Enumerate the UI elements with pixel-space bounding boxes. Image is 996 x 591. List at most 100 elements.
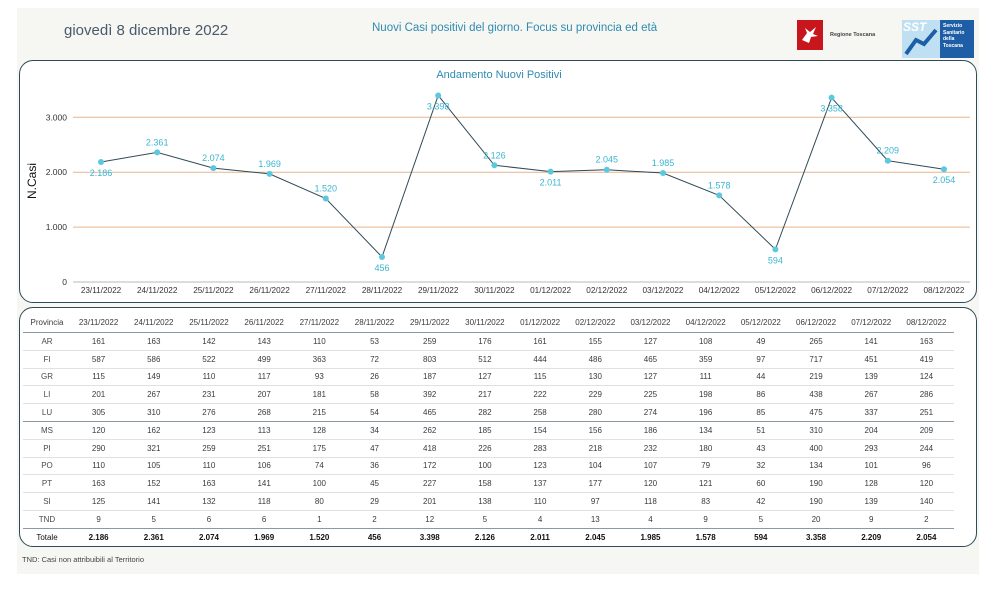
data-point: [210, 165, 217, 172]
value-cell: 45: [346, 474, 403, 494]
value-cell: 156: [567, 421, 623, 440]
data-label: 2.361: [146, 137, 169, 147]
value-cell: 110: [71, 457, 127, 476]
value-cell: 58: [346, 385, 403, 405]
value-cell: 128: [843, 474, 899, 494]
value-cell: 486: [567, 350, 623, 369]
data-point: [941, 166, 947, 173]
column-header: 08/12/2022: [898, 313, 954, 333]
column-header: 03/12/2022: [622, 313, 679, 333]
sst-logo: SST Servizio Sanitario della Toscana: [902, 20, 974, 58]
regione-toscana-text: Regione Toscana: [830, 32, 876, 38]
data-point: [660, 170, 666, 177]
value-cell: 111: [678, 368, 734, 387]
sst-line: Sanitario: [943, 29, 965, 36]
value-cell: 80: [291, 492, 347, 511]
report-subtitle: Nuovi Casi positivi del giorno. Focus su…: [372, 22, 658, 34]
y-tick-label: 1.000: [46, 222, 68, 232]
column-header: 02/12/2022: [567, 313, 623, 333]
total-value-cell: 456: [367, 532, 382, 542]
value-cell: 54: [346, 403, 403, 422]
data-point: [716, 192, 723, 199]
x-tick-label: 01/12/2022: [530, 286, 571, 295]
value-cell: 86: [733, 385, 789, 405]
value-cell: 152: [126, 474, 182, 494]
footnote: TND: Casi non attribuibili al Territorio: [22, 555, 144, 564]
total-label-cell: Totale: [36, 532, 58, 542]
value-cell: 293: [843, 439, 899, 458]
value-cell: 392: [402, 385, 458, 405]
x-tick-label: 08/12/2022: [924, 286, 965, 295]
value-cell: 209: [898, 421, 954, 440]
pegasus-icon: [797, 20, 823, 50]
value-cell: 6: [181, 510, 237, 529]
y-tick-label: 3.000: [46, 112, 68, 122]
value-cell: 96: [898, 457, 954, 476]
value-cell: 180: [678, 439, 734, 458]
value-cell: 163: [126, 332, 182, 351]
value-cell: 283: [512, 439, 568, 458]
total-value-cell: 2.186: [88, 532, 109, 542]
value-cell: 451: [843, 350, 899, 369]
province-cell: TND: [23, 510, 71, 529]
value-cell: 444: [512, 350, 568, 369]
value-cell: 4: [622, 510, 679, 529]
column-header: 24/11/2022: [126, 313, 182, 333]
value-cell: 161: [71, 332, 127, 351]
data-label: 2.074: [202, 153, 225, 163]
data-label: 2.186: [90, 168, 113, 178]
data-point: [98, 158, 104, 165]
value-cell: 125: [71, 492, 127, 511]
table-panel: Provincia 23/11/2022 24/11/2022 25/11/2022 2…: [19, 307, 977, 547]
province-cell: LI: [23, 385, 71, 405]
province-cell: FI: [23, 350, 71, 369]
value-cell: 127: [622, 368, 679, 387]
value-cell: 276: [181, 403, 237, 422]
value-cell: 134: [678, 421, 734, 440]
value-cell: 418: [402, 439, 458, 458]
value-cell: 201: [71, 385, 127, 405]
value-cell: 130: [567, 368, 623, 387]
value-cell: 163: [898, 332, 954, 351]
sst-line: Toscana: [943, 42, 963, 49]
column-header: Provincia: [23, 313, 71, 333]
value-cell: 12: [402, 510, 458, 529]
value-cell: 117: [236, 368, 292, 387]
data-label: 2.209: [877, 146, 900, 156]
sst-line: della: [943, 36, 955, 42]
total-value-cell: 2.054: [916, 532, 937, 542]
value-cell: 1: [291, 510, 347, 529]
value-cell: 142: [181, 332, 237, 351]
value-cell: 310: [788, 421, 844, 440]
chart-panel: Andamento Nuovi Positivi N.Casi 0 1.000 2.00…: [19, 60, 977, 303]
value-cell: 400: [788, 439, 844, 458]
value-cell: 231: [181, 385, 237, 405]
value-cell: 2: [898, 510, 954, 529]
total-value-cell: 2.074: [198, 532, 219, 542]
value-cell: 34: [346, 421, 403, 440]
value-cell: 141: [126, 492, 182, 511]
total-value-cell: 1.520: [309, 532, 330, 542]
value-cell: 176: [457, 332, 513, 351]
value-cell: 9: [678, 510, 734, 529]
data-label: 1.520: [315, 184, 338, 194]
value-cell: 105: [126, 457, 182, 476]
value-cell: 5: [733, 510, 789, 529]
value-cell: 60: [733, 474, 789, 494]
value-cell: 93: [291, 368, 347, 387]
value-cell: 115: [512, 368, 568, 387]
value-cell: 118: [622, 492, 679, 511]
value-cell: 128: [291, 421, 347, 440]
value-cell: 5: [457, 510, 513, 529]
value-cell: 100: [457, 457, 513, 476]
total-value-cell: 2.126: [474, 532, 495, 542]
value-cell: 475: [788, 403, 844, 422]
x-tick-label: 25/11/2022: [193, 286, 234, 295]
value-cell: 42: [733, 492, 789, 511]
value-cell: 9: [843, 510, 899, 529]
table-row: LU 305 310 276 268 215 54 465 282 258 280 274 196 85 4…: [23, 403, 954, 422]
value-cell: 124: [898, 368, 954, 387]
regione-toscana-logo: Regione Toscana: [797, 20, 875, 50]
value-cell: 101: [843, 457, 899, 476]
value-cell: 232: [622, 439, 679, 458]
